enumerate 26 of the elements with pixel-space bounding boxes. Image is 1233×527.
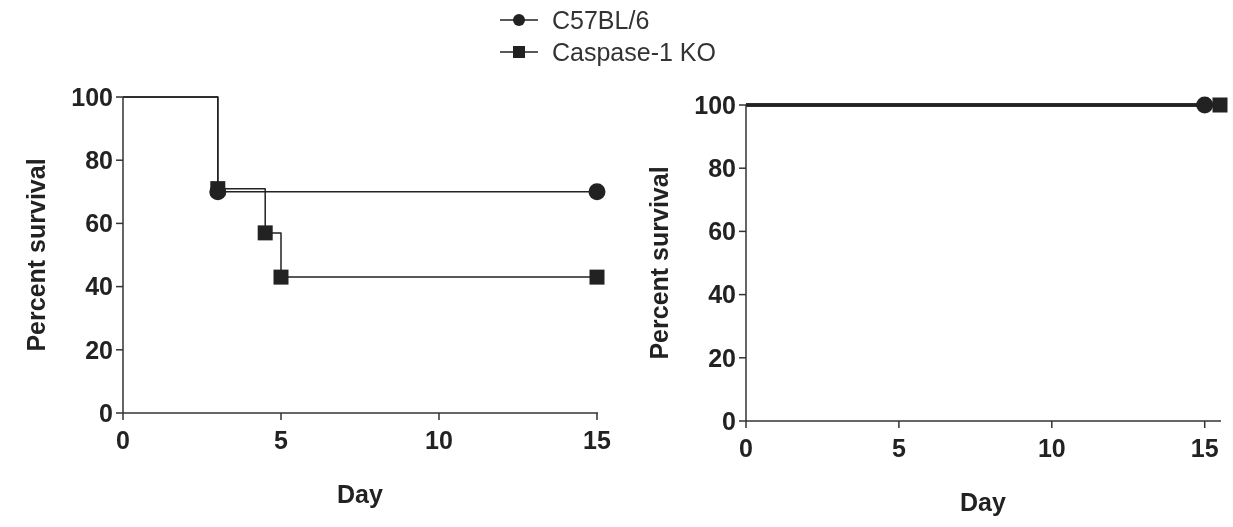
y-tick-label: 80 [708,153,736,182]
x-tick-label: 5 [891,434,906,462]
x-tick-label: 0 [739,434,753,462]
y-axis-title: Percent survival [22,158,50,352]
y-tick-label: 100 [71,82,113,111]
y-tick-label: 40 [708,280,736,309]
y-axis-title: Percent survival [645,166,673,360]
x-tick-label: 15 [1190,434,1219,462]
y-tick-label: 20 [708,343,736,372]
x-tick-label: 0 [116,426,130,454]
x-tick-label: 15 [583,426,611,454]
y-tick-label: 40 [85,272,113,301]
y-tick-label: 60 [85,209,113,238]
y-tick-label: 20 [85,335,113,364]
x-tick-label: 10 [425,426,453,454]
x-axis-title: Day [960,488,1007,516]
y-tick-label: 100 [694,90,736,119]
x-tick-label: 10 [1037,434,1066,462]
y-tick-label: 0 [99,398,113,427]
y-tick-label: 60 [708,217,736,246]
legend-label: Caspase-1 KO [552,37,716,66]
y-tick-label: 0 [722,406,736,435]
legend-label: C57BL/6 [552,5,650,34]
y-tick-label: 80 [85,145,113,174]
x-axis-title: Day [337,480,384,508]
x-tick-label: 5 [274,426,289,454]
